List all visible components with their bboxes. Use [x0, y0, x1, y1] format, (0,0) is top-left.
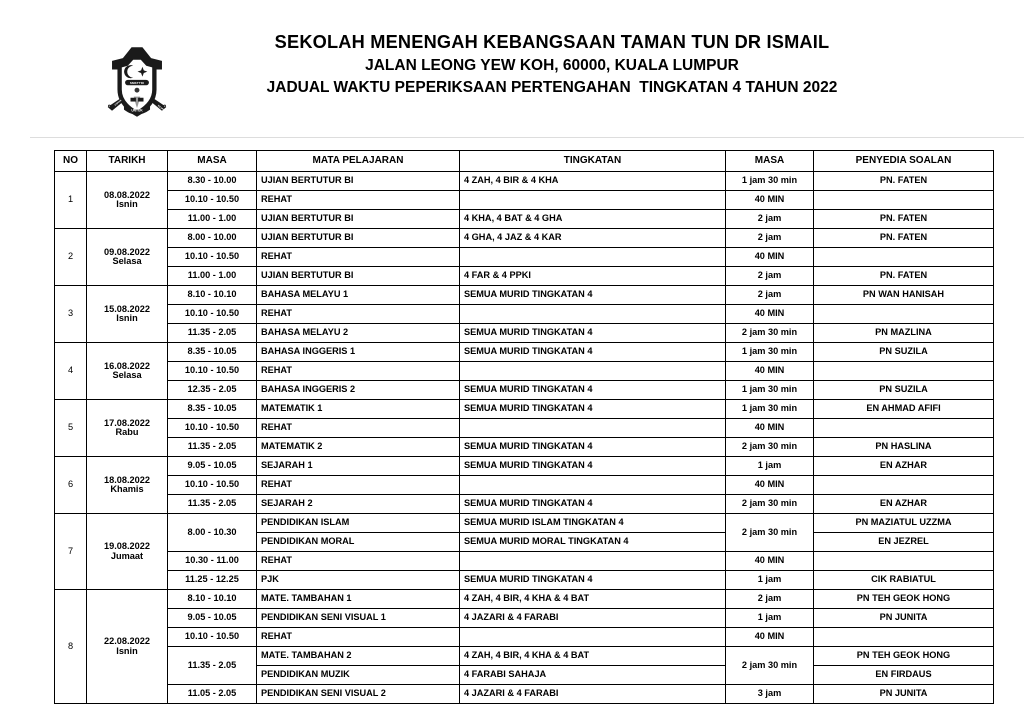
svg-text:UNTUK: UNTUK: [131, 109, 143, 113]
svg-text:SMKTTDI: SMKTTDI: [130, 81, 144, 85]
